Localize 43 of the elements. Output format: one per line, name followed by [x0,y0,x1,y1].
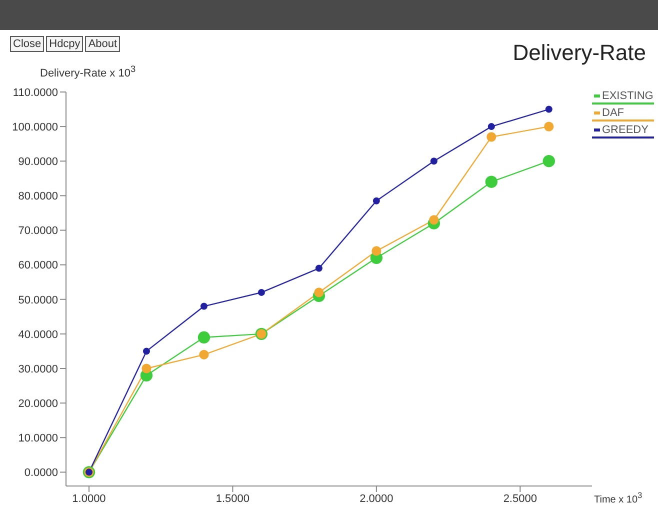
y-axis-title: Delivery-Rate x 10$^{3}$ [40,64,136,80]
legend-label: DAF [602,107,624,119]
point [199,350,209,360]
point [258,288,265,296]
text: Close [10,36,44,52]
x-tick-label: 2.5000 [503,492,537,505]
point [314,288,324,298]
point [542,155,555,168]
point [372,246,382,256]
y-tick-label: 100.0000 [12,121,58,134]
point [200,302,208,310]
x-tick-label: 1.5000 [216,492,250,505]
y-tick-label: 60.0000 [18,260,58,272]
point [544,122,554,132]
y-tick-label: 0.0000 [24,467,58,480]
y-tick-label: 90.0000 [18,156,58,168]
point [372,197,380,204]
point [485,176,498,188]
point [429,215,439,225]
point [315,264,322,272]
y-tick-label: 20.0000 [18,398,58,410]
text: About [85,36,120,52]
x-tick-label: 2.0000 [360,492,394,505]
y-tick-label: 70.0000 [18,225,58,238]
point [198,331,210,344]
y-tick-label: 10.0000 [18,432,58,445]
legend-label: GREEDY [602,124,648,136]
point [142,348,150,355]
x-tick-label: 1.0000 [72,492,106,505]
x-axis-title: Time x 10$^{3}$ [594,490,642,506]
legend-label: EXISTING [602,90,654,102]
y-tick-label: 30.0000 [18,363,58,376]
y-tick-label: 40.0000 [18,328,58,341]
y-tick-label: 50.0000 [18,294,58,306]
y-tick-label: 110.0000 [12,86,58,99]
point [142,364,152,374]
point [430,158,438,165]
point [486,132,496,142]
chart-title: Delivery-Rate [512,40,646,66]
y-tick-label: 80.0000 [18,190,58,203]
point [488,123,495,130]
text: Hdcpy [46,36,84,52]
point [545,106,552,113]
